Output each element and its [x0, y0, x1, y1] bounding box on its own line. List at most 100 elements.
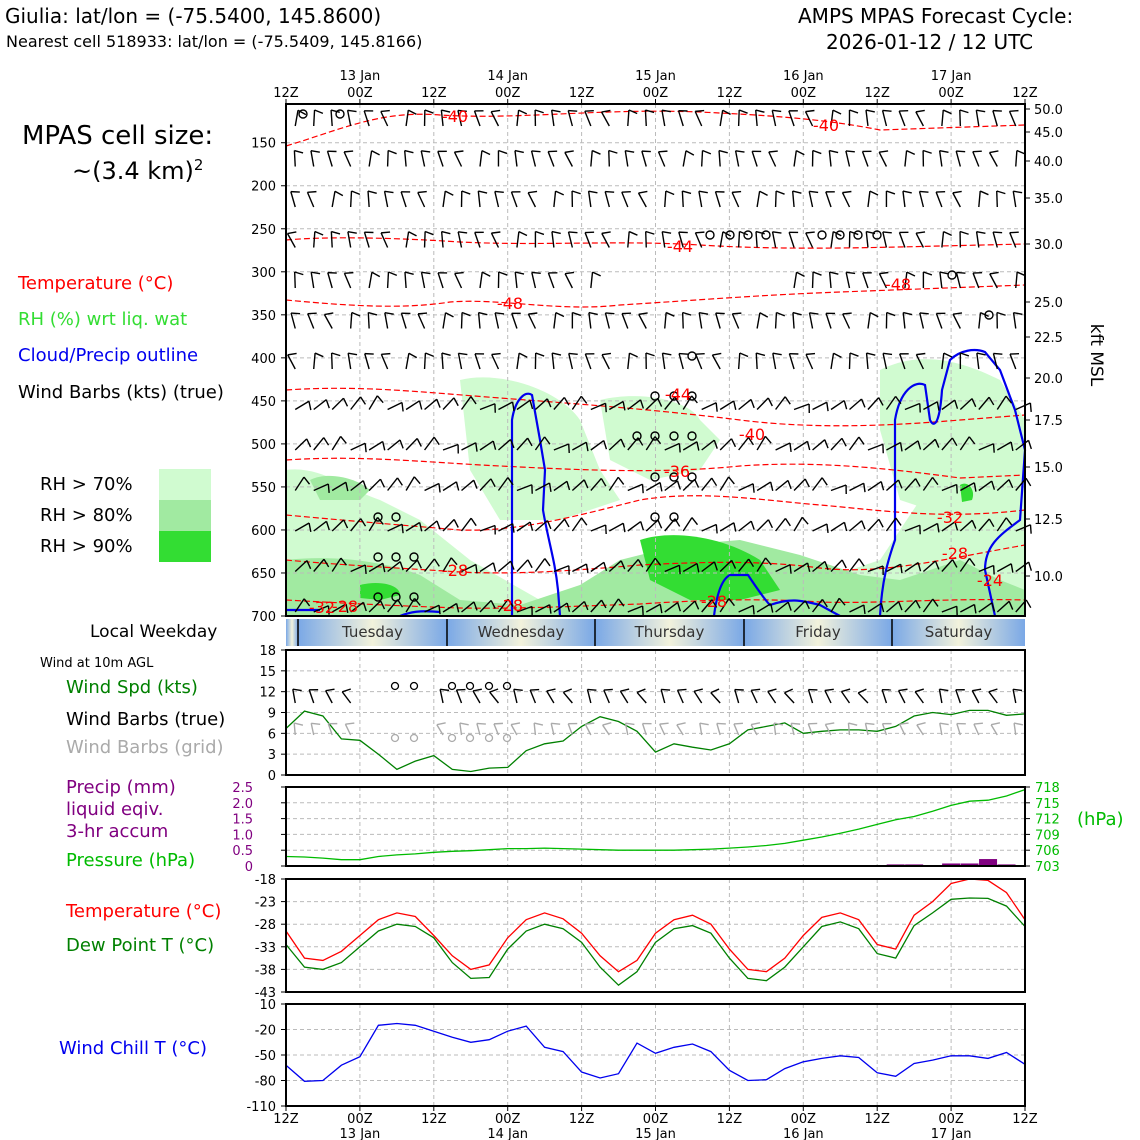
wind-barb [738, 558, 750, 572]
y-tick-label: 10 [259, 998, 276, 1013]
wind-barb-flag [806, 562, 811, 572]
temperature-contour-label: -28 [442, 561, 468, 580]
wind-barb-flag [381, 352, 391, 355]
wind-barb [792, 312, 795, 329]
wind-barb-flag [601, 109, 611, 113]
wind-barb-flag [718, 149, 728, 154]
wind-barb [694, 111, 703, 127]
wind-barb [363, 110, 370, 127]
wind-barb [978, 518, 990, 532]
wind-barb [756, 435, 766, 451]
wind-barb [584, 353, 592, 370]
wind-barb [368, 562, 384, 573]
wind-barb-true [455, 689, 463, 704]
wind-barb [904, 272, 908, 289]
wind-barb-flag [989, 271, 999, 275]
wind-barb-flag [988, 396, 995, 406]
wind-barb [899, 353, 906, 370]
wind-barb-flag [993, 231, 1003, 234]
wind-barb-flag [900, 564, 903, 574]
wind-barb-flag [416, 438, 422, 447]
wind-barb [975, 110, 980, 127]
wind-barb-flag [939, 271, 949, 275]
y-tick-label: 9 [268, 707, 276, 722]
y-tick-label: -20 [255, 1024, 276, 1039]
wind-barb [886, 563, 902, 573]
wind-barb [812, 401, 828, 411]
wind-barb-flag [438, 483, 441, 493]
wind-barb [457, 110, 463, 127]
wind-barb-flag [776, 311, 786, 317]
wind-barb-true [710, 692, 721, 704]
wind-barb-flag [809, 312, 819, 315]
wind-barb [698, 312, 703, 329]
wind-barb-flag [989, 150, 999, 154]
wind-barb-flag [915, 109, 925, 113]
calm-wind-circle [687, 391, 697, 401]
calm-wind-circle [853, 230, 863, 240]
wind-barb-flag [384, 190, 394, 194]
wind-barb [400, 191, 407, 208]
wind-barb [812, 523, 828, 532]
pressure-tick-label: 709 [1035, 828, 1060, 843]
local-weekday-label: Local Weekday [90, 622, 218, 642]
wind-barb-grid-flag [733, 722, 743, 725]
wind-barb [719, 231, 724, 248]
wind-barb [534, 436, 546, 451]
wind-barb-flag [959, 109, 969, 114]
y-tick-label: -18 [255, 873, 276, 888]
wind-barb [473, 110, 481, 127]
wind-barb [380, 353, 389, 370]
wind-barb-flag [401, 402, 404, 412]
wind-barb-flag [805, 109, 815, 113]
wind-barb-true-flag [513, 688, 523, 691]
wind-barb-flag [959, 230, 969, 235]
rh-shading-region [310, 475, 370, 500]
wind-barb-true-flag [472, 688, 482, 692]
wind-barb-flag [455, 603, 460, 613]
wind-barb [664, 442, 680, 451]
wind-barb-flag [507, 477, 514, 486]
wind-barb-flag [973, 604, 977, 614]
wind-barb [793, 562, 809, 573]
wind-barb-flag [457, 109, 467, 113]
wind-barb [848, 352, 851, 370]
wind-barb [405, 521, 421, 532]
wind-barb [572, 563, 587, 573]
y-tick-label: -110 [246, 1100, 276, 1115]
wind-barb [902, 191, 906, 208]
wind-barb-flag [715, 402, 718, 412]
wind-barb-true-flag [603, 688, 613, 691]
calm-wind-circle [743, 230, 753, 240]
wind-barb [424, 398, 438, 411]
wind-barb-flag [792, 190, 802, 194]
wind-barb-flag [934, 560, 940, 570]
wind-barb [791, 190, 795, 208]
wind-barb-grid [733, 723, 740, 736]
wind-barb-flag [805, 231, 815, 234]
weekday-segment [286, 619, 298, 646]
pressure-tick-label: 350 [251, 309, 276, 324]
wind-barb-flag [768, 150, 778, 153]
legend-rh: RH (%) wrt liq. wat [18, 309, 188, 330]
wind-barb-grid-flag [750, 722, 761, 726]
wind-barb [719, 438, 732, 451]
wind-barb [830, 559, 843, 572]
wind-barb [584, 232, 592, 248]
wind-barb-flag [535, 230, 545, 236]
wind-barb-flag [865, 109, 875, 113]
wind-barb-flag [534, 109, 544, 114]
wind-barb-flag [407, 109, 417, 115]
wind-barb-flag [555, 190, 565, 196]
pressure-tick-label: 703 [1035, 860, 1060, 875]
wind-barb [627, 353, 631, 370]
wind-barb-flag [617, 476, 625, 485]
wind-barb-flag [294, 149, 304, 154]
wind-barb-flag [641, 484, 644, 494]
wind-barb [479, 150, 483, 167]
wind-barb [737, 231, 741, 248]
weekday-label: Friday [795, 623, 841, 641]
wind-barb [380, 232, 389, 248]
pressure-tick-label: 450 [251, 395, 276, 410]
wind-barb-flag [450, 557, 458, 566]
